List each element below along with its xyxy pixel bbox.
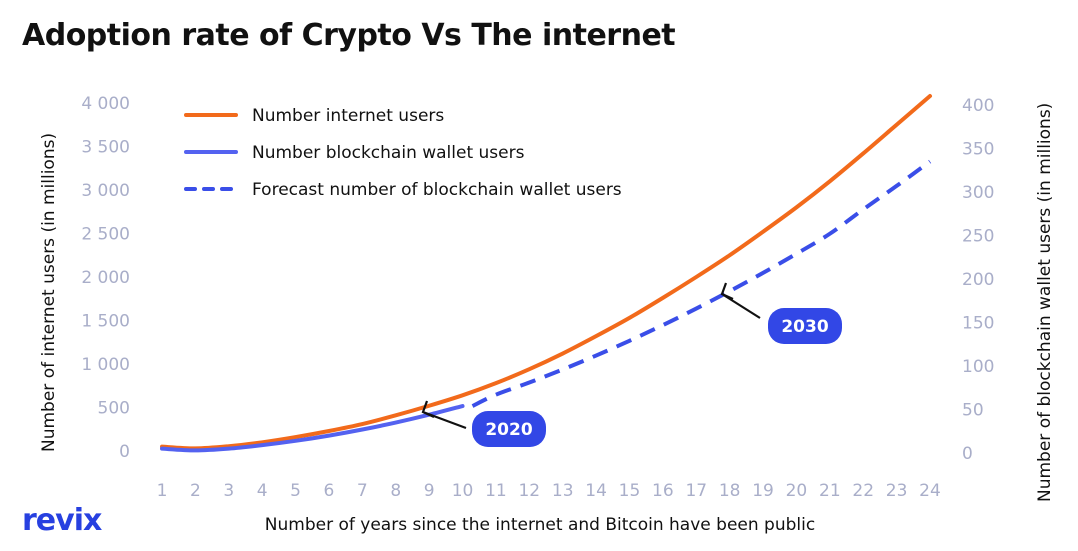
legend-label: Number blockchain wallet users bbox=[252, 143, 525, 163]
x-tick-label: 18 bbox=[719, 481, 741, 501]
legend-label: Forecast number of blockchain wallet use… bbox=[252, 180, 622, 200]
x-tick-label: 10 bbox=[452, 481, 474, 501]
x-tick-label: 19 bbox=[752, 481, 774, 501]
x-axis-label: Number of years since the internet and B… bbox=[265, 515, 815, 535]
x-tick-label: 9 bbox=[424, 481, 435, 501]
x-tick-label: 11 bbox=[485, 481, 507, 501]
x-tick-label: 13 bbox=[552, 481, 574, 501]
y-left-tick-label: 1 000 bbox=[81, 355, 130, 375]
x-tick-label: 17 bbox=[685, 481, 707, 501]
arrow-icon bbox=[720, 282, 761, 319]
y-right-tick-label: 100 bbox=[962, 357, 994, 377]
y-left-tick-label: 500 bbox=[98, 399, 130, 419]
chart-title: Adoption rate of Crypto Vs The internet bbox=[22, 18, 676, 53]
year-badge bbox=[472, 411, 546, 447]
legend-label: Number internet users bbox=[252, 106, 444, 126]
y-right-tick-label: 200 bbox=[962, 270, 994, 290]
x-tick-label: 21 bbox=[819, 481, 841, 501]
x-tick-label: 15 bbox=[619, 481, 641, 501]
revix-logo: revix bbox=[22, 503, 102, 538]
x-tick-label: 24 bbox=[919, 481, 941, 501]
arrow-icon bbox=[421, 400, 467, 430]
y-right-tick-label: 0 bbox=[962, 444, 973, 464]
y-axis-left-label: Number of internet users (in millions) bbox=[39, 133, 59, 452]
series-line-0 bbox=[160, 94, 932, 451]
y-right-tick-label: 150 bbox=[962, 314, 994, 334]
y-left-tick-label: 0 bbox=[119, 442, 130, 462]
y-right-tick-label: 300 bbox=[962, 183, 994, 203]
x-tick-label: 5 bbox=[290, 481, 301, 501]
x-tick-label: 22 bbox=[852, 481, 874, 501]
x-tick-label: 7 bbox=[357, 481, 368, 501]
x-tick-label: 23 bbox=[886, 481, 908, 501]
x-tick-label: 3 bbox=[223, 481, 234, 501]
y-axis-right-label: Number of blockchain wallet users (in mi… bbox=[1035, 103, 1055, 502]
x-tick-label: 20 bbox=[786, 481, 808, 501]
y-left-tick-label: 3 500 bbox=[81, 138, 130, 158]
y-right-tick-label: 350 bbox=[962, 140, 994, 160]
x-tick-label: 14 bbox=[585, 481, 607, 501]
y-left-tick-label: 2 500 bbox=[81, 225, 130, 245]
x-tick-label: 6 bbox=[324, 481, 335, 501]
y-right-tick-label: 50 bbox=[962, 401, 984, 421]
x-tick-label: 2 bbox=[190, 481, 201, 501]
y-left-tick-label: 1 500 bbox=[81, 312, 130, 332]
x-tick-label: 16 bbox=[652, 481, 674, 501]
series-line-1 bbox=[160, 404, 465, 453]
year-badge bbox=[768, 308, 842, 344]
y-left-tick-label: 2 000 bbox=[81, 268, 130, 288]
year-badge-label: 2030 bbox=[781, 317, 828, 337]
series-line-2 bbox=[471, 159, 932, 408]
y-right-tick-label: 400 bbox=[962, 96, 994, 116]
y-left-tick-label: 3 000 bbox=[81, 181, 130, 201]
x-tick-label: 1 bbox=[157, 481, 168, 501]
x-tick-label: 4 bbox=[257, 481, 268, 501]
x-tick-label: 12 bbox=[518, 481, 540, 501]
year-badge-label: 2020 bbox=[485, 420, 532, 440]
y-right-tick-label: 250 bbox=[962, 227, 994, 247]
y-left-tick-label: 4 000 bbox=[81, 94, 130, 114]
x-tick-label: 8 bbox=[390, 481, 401, 501]
